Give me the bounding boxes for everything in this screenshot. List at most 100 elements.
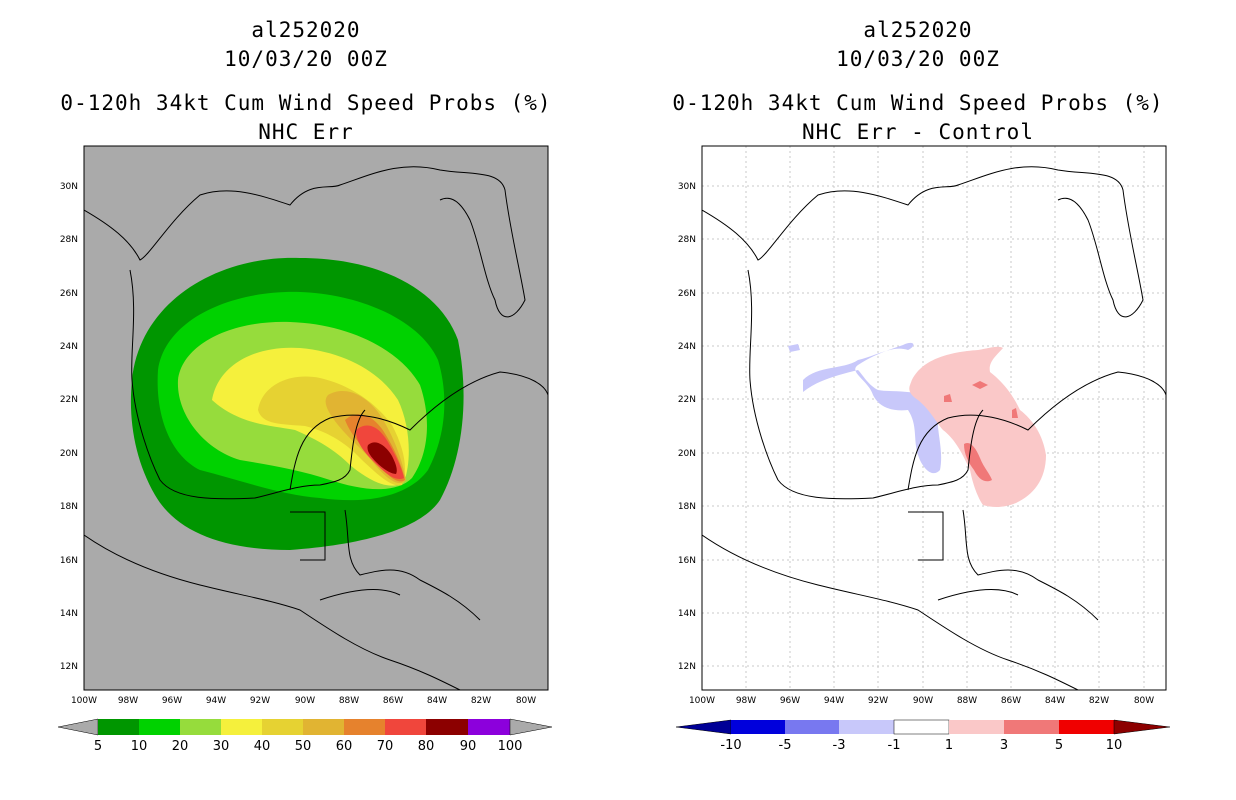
lat-label: 20N [60, 449, 78, 459]
lon-label: 88W [957, 696, 977, 706]
lon-label: 80W [516, 696, 536, 706]
lon-label: 80W [1134, 696, 1154, 706]
colorbar-swatch [893, 719, 950, 735]
lon-label: 84W [1045, 696, 1065, 706]
lon-axis: 100W 98W 96W 94W 92W 90W 88W 86W 84W 82W… [689, 696, 1154, 706]
colorbar-label: 100 [498, 739, 523, 754]
probability-contours [84, 166, 548, 690]
map-frame [83, 145, 549, 691]
lat-label: 16N [60, 556, 78, 566]
lat-label: 12N [678, 662, 696, 672]
lat-label: 20N [678, 449, 696, 459]
colorbar: -10 -5 -3 -1 1 3 5 10 [675, 719, 1171, 753]
colorbar-swatch [731, 720, 785, 734]
contour-80 [367, 442, 397, 474]
contour-1-to-3 [909, 346, 1046, 508]
colorbar-label: 5 [1055, 738, 1063, 753]
contour-minus-small [788, 344, 800, 352]
colorbar-label: -10 [720, 738, 741, 753]
colorbar-label: 80 [418, 739, 435, 754]
lon-label: 86W [1001, 696, 1021, 706]
lon-label: 90W [295, 696, 315, 706]
difference-map: 30N 28N 26N 24N 22N 20N 18N 16N 14N 12N … [675, 145, 1171, 753]
lon-label: 82W [1089, 696, 1109, 706]
lon-axis: 100W 98W 96W 94W 92W 90W 88W 86W 84W 82W… [71, 696, 536, 706]
lat-label: 26N [678, 289, 696, 299]
lat-axis: 30N 28N 26N 24N 22N 20N 18N 16N 14N 12N [60, 182, 78, 672]
colorbar-swatch [139, 719, 180, 735]
lat-label: 14N [678, 609, 696, 619]
contour-3-to-5-a [964, 442, 992, 482]
colorbar-label: 50 [295, 739, 312, 754]
probability-map: 30N 28N 26N 24N 22N 20N 18N 16N 14N 12N … [57, 145, 553, 754]
colorbar-label: 30 [213, 739, 230, 754]
colorbar: 5 10 20 30 40 50 60 70 80 90 100 [57, 718, 553, 754]
lat-label: 28N [60, 235, 78, 245]
colorbar-swatch [1004, 720, 1059, 734]
colorbar-swatch [180, 719, 221, 735]
lat-label: 28N [678, 235, 696, 245]
product-title: 0-120h 34kt Cum Wind Speed Probs (%) [60, 91, 552, 115]
colorbar-swatch [785, 720, 839, 734]
lon-label: 90W [913, 696, 933, 706]
colorbar-swatch [468, 719, 510, 735]
datetime-title: 10/03/20 00Z [836, 47, 1000, 71]
colorbar-swatch [303, 719, 344, 735]
lat-label: 30N [60, 182, 78, 192]
lon-label: 92W [250, 696, 270, 706]
colorbar-swatch [262, 719, 303, 735]
lon-label: 84W [427, 696, 447, 706]
lat-label: 18N [678, 502, 696, 512]
lon-label: 96W [780, 696, 800, 706]
lon-label: 82W [471, 696, 491, 706]
lon-label: 98W [736, 696, 756, 706]
colorbar-under-arrow [675, 719, 732, 735]
lon-label: 96W [162, 696, 182, 706]
datetime-title: 10/03/20 00Z [224, 47, 388, 71]
colorbar-label: 1 [945, 738, 953, 753]
colorbar-label: 20 [172, 739, 189, 754]
subtitle: NHC Err [258, 120, 354, 144]
lat-label: 18N [60, 502, 78, 512]
colorbar-label: 60 [336, 739, 353, 754]
subtitle: NHC Err - Control [802, 120, 1034, 144]
left-panel: al252020 10/03/20 00Z 0-120h 34kt Cum Wi… [57, 18, 553, 754]
lat-label: 26N [60, 289, 78, 299]
colorbar-over-arrow [509, 718, 553, 736]
difference-contours [788, 342, 1046, 508]
lat-label: 24N [678, 342, 696, 352]
contour-3-to-5-d [1012, 408, 1018, 418]
colorbar-label: 3 [1000, 738, 1008, 753]
lat-label: 22N [60, 395, 78, 405]
colorbar-label: 5 [94, 739, 102, 754]
storm-id-title: al252020 [251, 18, 361, 42]
colorbar-swatch [344, 719, 385, 735]
lon-label: 94W [824, 696, 844, 706]
colorbar-label: 10 [131, 739, 148, 754]
lat-label: 22N [678, 395, 696, 405]
map-frame [701, 145, 1167, 691]
colorbar-label: -5 [779, 738, 792, 753]
coastline [702, 166, 1166, 690]
lat-axis: 30N 28N 26N 24N 22N 20N 18N 16N 14N 12N [678, 182, 696, 672]
contour-minus-1-to-minus-3 [803, 342, 942, 474]
lat-label: 30N [678, 182, 696, 192]
colorbar-over-arrow [1113, 719, 1171, 735]
contour-3-to-5-c [944, 394, 952, 402]
colorbar-label: -3 [833, 738, 846, 753]
lon-label: 92W [868, 696, 888, 706]
lon-label: 94W [206, 696, 226, 706]
colorbar-label: 70 [377, 739, 394, 754]
colorbar-label: 40 [254, 739, 271, 754]
colorbar-swatch [1059, 720, 1114, 734]
lat-label: 14N [60, 609, 78, 619]
colorbar-label: -1 [888, 738, 901, 753]
lon-label: 86W [383, 696, 403, 706]
colorbar-swatch [98, 719, 139, 735]
lon-label: 88W [339, 696, 359, 706]
lon-label: 98W [118, 696, 138, 706]
colorbar-swatch [426, 719, 468, 735]
lat-label: 16N [678, 556, 696, 566]
right-panel: al252020 10/03/20 00Z 0-120h 34kt Cum Wi… [618, 0, 1236, 800]
lat-label: 24N [60, 342, 78, 352]
